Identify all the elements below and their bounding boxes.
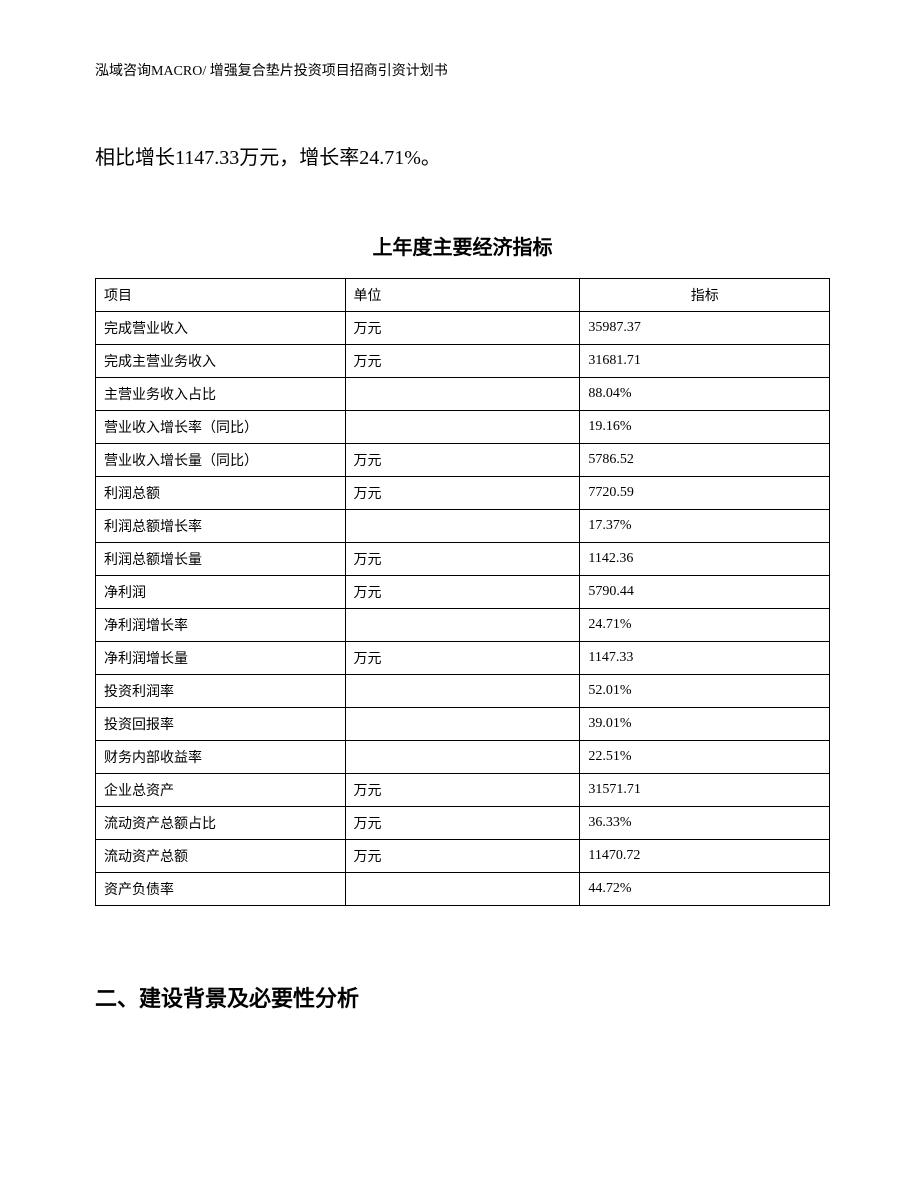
cell-unit: 万元 <box>345 477 580 510</box>
page-container: 泓域咨询MACRO/ 增强复合垫片投资项目招商引资计划书 相比增长1147.33… <box>0 0 920 1073</box>
cell-unit <box>345 378 580 411</box>
cell-unit: 万元 <box>345 642 580 675</box>
economic-indicators-table: 项目 单位 指标 完成营业收入万元35987.37 完成主营业务收入万元3168… <box>95 278 830 906</box>
cell-item: 资产负债率 <box>96 873 346 906</box>
cell-value: 88.04% <box>580 378 830 411</box>
cell-value: 1147.33 <box>580 642 830 675</box>
table-row: 营业收入增长率（同比） 19.16% <box>96 411 830 444</box>
cell-unit <box>345 510 580 543</box>
cell-unit: 万元 <box>345 807 580 840</box>
table-row: 主营业务收入占比 88.04% <box>96 378 830 411</box>
table-row: 投资利润率 52.01% <box>96 675 830 708</box>
cell-value: 24.71% <box>580 609 830 642</box>
cell-item: 完成主营业务收入 <box>96 345 346 378</box>
table-row: 营业收入增长量（同比）万元5786.52 <box>96 444 830 477</box>
table-header-row: 项目 单位 指标 <box>96 279 830 312</box>
cell-value: 17.37% <box>580 510 830 543</box>
cell-item: 企业总资产 <box>96 774 346 807</box>
table-row: 完成主营业务收入万元31681.71 <box>96 345 830 378</box>
cell-item: 净利润增长量 <box>96 642 346 675</box>
cell-item: 完成营业收入 <box>96 312 346 345</box>
cell-item: 净利润增长率 <box>96 609 346 642</box>
table-row: 利润总额增长率 17.37% <box>96 510 830 543</box>
table-row: 利润总额增长量万元1142.36 <box>96 543 830 576</box>
cell-unit <box>345 609 580 642</box>
cell-unit <box>345 675 580 708</box>
cell-unit: 万元 <box>345 774 580 807</box>
cell-unit: 万元 <box>345 312 580 345</box>
table-row: 流动资产总额占比万元36.33% <box>96 807 830 840</box>
cell-unit <box>345 708 580 741</box>
table-row: 流动资产总额万元11470.72 <box>96 840 830 873</box>
section-heading: 二、建设背景及必要性分析 <box>95 981 830 1013</box>
cell-item: 流动资产总额 <box>96 840 346 873</box>
table-header-value: 指标 <box>580 279 830 312</box>
cell-item: 营业收入增长率（同比） <box>96 411 346 444</box>
table-title: 上年度主要经济指标 <box>95 231 830 260</box>
table-row: 财务内部收益率 22.51% <box>96 741 830 774</box>
body-paragraph: 相比增长1147.33万元，增长率24.71%。 <box>95 140 830 176</box>
cell-value: 19.16% <box>580 411 830 444</box>
document-header: 泓域咨询MACRO/ 增强复合垫片投资项目招商引资计划书 <box>95 60 830 80</box>
cell-unit: 万元 <box>345 840 580 873</box>
table-row: 净利润增长量万元1147.33 <box>96 642 830 675</box>
table-header-item: 项目 <box>96 279 346 312</box>
cell-unit: 万元 <box>345 543 580 576</box>
cell-unit <box>345 741 580 774</box>
table-header-unit: 单位 <box>345 279 580 312</box>
cell-value: 36.33% <box>580 807 830 840</box>
cell-value: 7720.59 <box>580 477 830 510</box>
cell-item: 财务内部收益率 <box>96 741 346 774</box>
table-row: 净利润增长率 24.71% <box>96 609 830 642</box>
cell-item: 净利润 <box>96 576 346 609</box>
cell-value: 1142.36 <box>580 543 830 576</box>
cell-item: 利润总额增长率 <box>96 510 346 543</box>
cell-value: 5790.44 <box>580 576 830 609</box>
cell-value: 11470.72 <box>580 840 830 873</box>
cell-value: 39.01% <box>580 708 830 741</box>
table-row: 利润总额万元7720.59 <box>96 477 830 510</box>
table-row: 资产负债率 44.72% <box>96 873 830 906</box>
cell-item: 营业收入增长量（同比） <box>96 444 346 477</box>
cell-item: 利润总额增长量 <box>96 543 346 576</box>
cell-unit <box>345 411 580 444</box>
cell-value: 5786.52 <box>580 444 830 477</box>
cell-item: 流动资产总额占比 <box>96 807 346 840</box>
cell-item: 投资利润率 <box>96 675 346 708</box>
cell-item: 投资回报率 <box>96 708 346 741</box>
cell-unit: 万元 <box>345 345 580 378</box>
table-body: 完成营业收入万元35987.37 完成主营业务收入万元31681.71 主营业务… <box>96 312 830 906</box>
cell-unit: 万元 <box>345 576 580 609</box>
cell-value: 22.51% <box>580 741 830 774</box>
cell-value: 31681.71 <box>580 345 830 378</box>
table-row: 净利润万元5790.44 <box>96 576 830 609</box>
cell-value: 52.01% <box>580 675 830 708</box>
cell-value: 35987.37 <box>580 312 830 345</box>
cell-value: 31571.71 <box>580 774 830 807</box>
table-row: 完成营业收入万元35987.37 <box>96 312 830 345</box>
cell-unit: 万元 <box>345 444 580 477</box>
table-row: 企业总资产万元31571.71 <box>96 774 830 807</box>
cell-value: 44.72% <box>580 873 830 906</box>
table-row: 投资回报率 39.01% <box>96 708 830 741</box>
cell-item: 主营业务收入占比 <box>96 378 346 411</box>
cell-unit <box>345 873 580 906</box>
cell-item: 利润总额 <box>96 477 346 510</box>
